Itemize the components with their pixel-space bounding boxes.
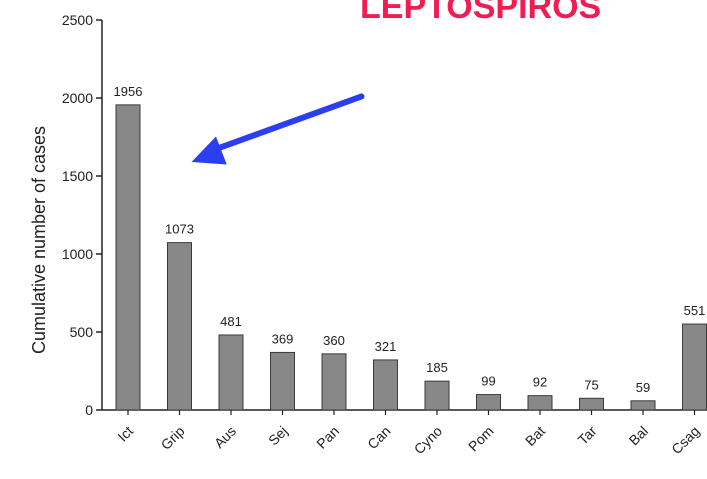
x-tick-label: Pan [313, 423, 342, 452]
bar [321, 353, 347, 411]
bar [373, 359, 398, 411]
chart-title: LEPTOSPIROS [360, 0, 601, 26]
x-tick-label: Bat [522, 423, 548, 449]
x-tick-label: Csag [668, 423, 702, 457]
bar [424, 380, 450, 411]
data-label: 1956 [114, 84, 143, 99]
bar [579, 397, 604, 411]
data-label: 92 [533, 375, 547, 390]
data-label: 99 [481, 374, 495, 389]
data-label: 481 [220, 314, 242, 329]
y-axis-label: Cumulative number of cases [29, 126, 49, 354]
arrow-head [191, 136, 227, 165]
data-label: 321 [375, 339, 397, 354]
arrow-shaft [210, 93, 365, 153]
x-tick-label: Sej [265, 423, 291, 449]
y-tick-label: 500 [70, 324, 94, 340]
bar [115, 104, 141, 411]
x-tick-label: Pom [465, 423, 497, 455]
bar [682, 323, 707, 411]
bar [270, 351, 295, 411]
bar [630, 400, 656, 411]
y-tick-label: 1500 [62, 168, 93, 184]
bars [115, 104, 707, 411]
y-tick-label: 2000 [62, 90, 93, 106]
data-label: 551 [684, 303, 706, 318]
axes [101, 20, 707, 411]
data-label: 185 [426, 360, 448, 375]
x-tick-label: Grip [158, 423, 188, 453]
data-labels: 1956 1073 481 369 360 321 185 99 92 75 59 551 [114, 84, 706, 395]
data-label: 59 [636, 380, 650, 395]
data-label: 1073 [165, 222, 194, 237]
x-tick-label: Ict [114, 423, 136, 445]
x-tick-label: Bal [625, 423, 651, 449]
y-tick-label: 0 [85, 402, 93, 418]
arrow-annotation [191, 93, 365, 165]
x-tick-label: Can [364, 423, 393, 452]
x-axis-ticks: Ict Grip Aus Sej Pan Can Cyno Pom Bat Tar Bal Csag [114, 410, 703, 458]
bar [167, 242, 192, 411]
y-axis-ticks: 0 500 1000 1500 2000 2500 [62, 12, 102, 418]
x-tick-label: Cyno [411, 423, 446, 458]
bar [218, 334, 244, 411]
data-label: 360 [323, 333, 345, 348]
data-label: 369 [272, 331, 294, 346]
x-tick-label: Tar [575, 423, 600, 448]
y-tick-label: 2500 [62, 12, 93, 28]
bar [476, 394, 501, 411]
data-label: 75 [584, 377, 598, 392]
x-tick-label: Aus [211, 423, 239, 451]
y-tick-label: 1000 [62, 246, 93, 262]
bar [527, 395, 553, 411]
